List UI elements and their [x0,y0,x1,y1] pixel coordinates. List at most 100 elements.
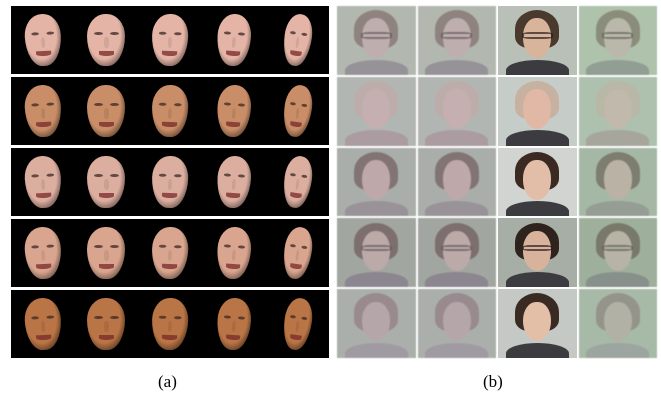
face-feature [98,335,114,340]
face-feature [223,30,231,35]
photo-haze [578,218,657,288]
photo-face [523,89,552,130]
face-render [151,84,189,138]
face-feature [237,31,245,36]
photo-shoulders [344,59,408,75]
photo-shoulders [586,59,650,75]
face-feature [30,102,39,107]
face-feature [162,335,177,340]
face-feature [162,51,177,56]
face-render-cell [11,6,75,74]
face-render [215,225,253,281]
face-render [87,227,126,279]
photo-shoulders [344,272,408,288]
webcam-photo-reconstruction [337,218,416,288]
photo-haze [417,6,496,75]
face-render-cell [11,77,75,145]
face-feature [289,101,297,106]
face-feature [173,102,182,107]
face-render [23,226,63,280]
photo-face [362,159,391,200]
face-render [23,155,63,209]
photo-haze [578,6,657,75]
webcam-photo-grid [337,6,657,358]
face-feature [301,245,308,250]
face-feature [94,315,103,319]
webcam-photo-original [498,76,577,146]
photo-shoulders [425,201,489,217]
face-feature [104,108,109,119]
face-render-cell [138,219,202,287]
face-feature [162,264,177,269]
photo-shoulders [586,342,650,358]
face-feature [45,315,55,319]
face-feature [45,31,55,35]
face-feature [223,172,231,177]
face-feature [104,321,109,332]
photo-glasses [602,244,634,252]
photo-shoulders [344,130,408,146]
face-render-cell [138,77,202,145]
face-feature [98,193,114,198]
photo-face [603,89,632,130]
face-feature [98,51,114,56]
face-feature [231,108,236,119]
face-feature [45,102,55,106]
photo-shoulders [586,130,650,146]
photo-haze [578,289,657,358]
caption-a: (a) [158,372,177,391]
face-feature [223,314,231,319]
face-feature [225,263,240,270]
face-render [280,225,316,281]
webcam-photo-reconstruction [337,76,416,146]
face-feature [40,37,46,48]
face-render-cell [201,6,266,74]
face-render [151,226,189,280]
face-feature [295,321,300,332]
photo-face [362,89,391,130]
photo-shoulders [586,272,650,288]
face-render [87,156,126,208]
face-feature [98,122,114,127]
photo-shoulders [425,342,489,358]
face-feature [158,173,167,177]
webcam-photo-reconstruction [417,289,496,358]
face-render-cell [74,77,139,145]
webcam-photo-original [498,289,577,358]
webcam-photo-reconstruction [578,289,657,358]
face-render [215,154,253,210]
face-feature [158,102,167,106]
face-feature [110,244,119,248]
webcam-photo-reconstruction [417,6,496,75]
photo-haze [578,147,657,217]
photo-face [442,89,471,130]
face-feature [36,51,51,56]
face-render-cell [138,6,202,74]
face-feature [289,172,297,177]
face-feature [104,179,109,190]
face-feature [237,102,245,107]
photo-shoulders [505,342,569,358]
face-feature [173,31,182,36]
face-feature [45,173,55,177]
face-feature [30,31,39,36]
photo-glasses [521,32,553,40]
face-feature [104,37,109,48]
face-render-cell [74,219,139,287]
webcam-photo-original [498,6,577,75]
face-feature [36,335,51,340]
panel-b-webcam-photos [337,6,657,358]
face-feature [231,37,236,48]
face-render-cell [265,219,329,287]
face-render-cell [11,290,75,358]
face-feature [225,50,240,57]
face-feature [173,173,182,178]
face-feature [162,193,177,198]
face-render [280,12,316,68]
face-feature [290,192,302,199]
photo-shoulders [344,342,408,358]
webcam-photo-reconstruction [578,6,657,75]
photo-face [603,301,632,342]
face-render-cell [201,148,266,216]
face-feature [167,37,173,48]
